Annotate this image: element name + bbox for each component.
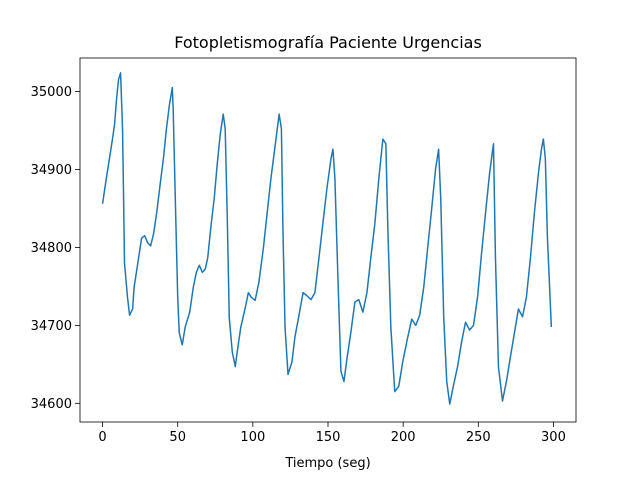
x-axis-label: Tiempo (seg) bbox=[284, 456, 370, 471]
y-tick-label: 34900 bbox=[31, 163, 72, 178]
y-tick-label: 34700 bbox=[31, 319, 72, 334]
x-tick-label: 200 bbox=[391, 430, 416, 445]
x-tick-label: 150 bbox=[316, 430, 341, 445]
x-tick-label: 100 bbox=[240, 430, 265, 445]
x-tick-label: 0 bbox=[98, 430, 106, 445]
chart-title: Fotopletismografía Paciente Urgencias bbox=[174, 33, 482, 52]
y-tick-label: 34600 bbox=[31, 397, 72, 412]
x-tick-label: 50 bbox=[169, 430, 186, 445]
data-line bbox=[101, 72, 553, 405]
y-tick-label: 35000 bbox=[31, 85, 72, 100]
x-tick-label: 250 bbox=[466, 430, 491, 445]
plot-frame bbox=[79, 57, 577, 423]
x-tick-label: 300 bbox=[541, 430, 566, 445]
y-tick-label: 34800 bbox=[31, 241, 72, 256]
